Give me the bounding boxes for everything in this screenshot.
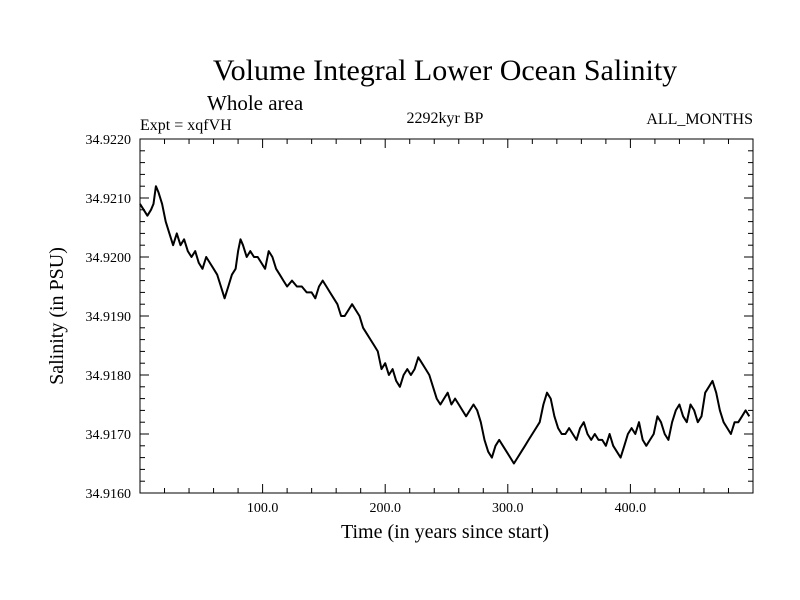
y-tick-label: 34.9170 [86, 428, 132, 443]
y-axis-label: Salinity (in PSU) [46, 247, 68, 385]
x-axis-ticks: 100.0 200.0 300.0 400.0 [164, 139, 729, 516]
chart-subtitle: Whole area [207, 91, 304, 115]
x-tick-label: 100.0 [247, 501, 279, 516]
x-axis-label: Time (in years since start) [341, 521, 549, 543]
period-label: 2292kyr BP [407, 110, 484, 127]
y-tick-label: 34.9210 [86, 192, 132, 207]
chart-title: Volume Integral Lower Ocean Salinity [213, 54, 677, 87]
x-tick-label: 400.0 [615, 501, 647, 516]
y-tick-label: 34.9190 [86, 310, 132, 325]
y-tick-label: 34.9160 [86, 487, 132, 502]
y-axis-ticks: 34.9160 34.9170 34.9180 34.9190 34.9200 34.92… [86, 133, 753, 502]
y-tick-label: 34.9220 [86, 133, 132, 148]
plot-frame [139, 138, 754, 494]
y-tick-label: 34.9180 [86, 369, 132, 384]
x-tick-label: 200.0 [369, 501, 401, 516]
experiment-label: Expt = xqfVH [140, 117, 232, 134]
y-tick-label: 34.9200 [86, 251, 132, 266]
months-label: ALL_MONTHS [646, 111, 753, 128]
x-tick-label: 300.0 [492, 501, 524, 516]
salinity-series-line [139, 185, 751, 465]
